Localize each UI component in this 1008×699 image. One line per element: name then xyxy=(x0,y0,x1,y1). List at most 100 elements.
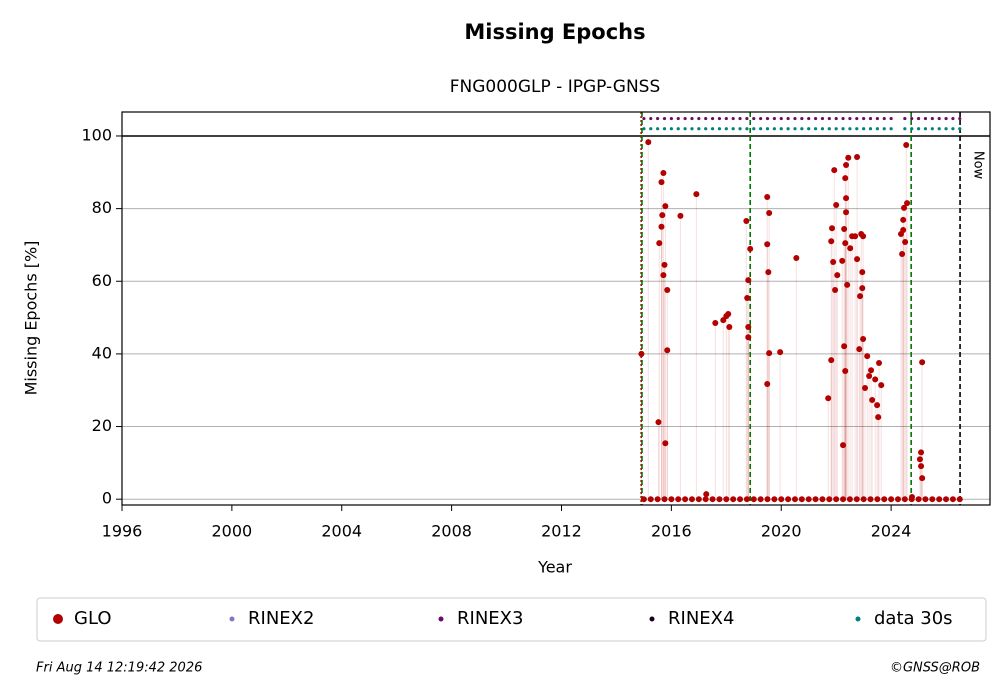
point xyxy=(737,496,744,503)
point xyxy=(848,116,852,121)
point xyxy=(930,116,934,121)
point xyxy=(677,212,684,219)
y-tick-label: 40 xyxy=(92,343,112,362)
point xyxy=(772,127,776,131)
y-tick-label: 100 xyxy=(81,125,112,144)
point xyxy=(710,116,715,121)
point xyxy=(834,127,838,131)
point xyxy=(857,293,864,300)
timestamp: Fri Aug 14 12:19:42 2026 xyxy=(36,661,202,676)
point xyxy=(951,116,955,121)
point xyxy=(855,116,859,121)
legend-label: RINEX3 xyxy=(457,608,523,629)
y-tick-label: 20 xyxy=(92,416,112,435)
point xyxy=(882,116,886,121)
point xyxy=(859,285,866,292)
y-tick-label: 0 xyxy=(102,489,112,508)
point xyxy=(828,357,835,364)
point xyxy=(716,496,723,503)
point xyxy=(831,167,838,174)
point xyxy=(778,496,785,503)
point xyxy=(858,231,865,238)
point xyxy=(642,116,646,121)
chart-subtitle: FNG000GLP - IPGP-GNSS xyxy=(450,77,661,97)
point xyxy=(910,116,914,121)
legend-label: RINEX2 xyxy=(248,608,314,629)
point xyxy=(826,496,833,503)
point xyxy=(662,116,667,121)
point xyxy=(951,127,955,131)
point xyxy=(726,324,733,331)
point xyxy=(813,127,818,131)
point xyxy=(898,231,905,238)
point xyxy=(827,116,831,121)
point xyxy=(764,193,771,200)
point xyxy=(793,127,797,131)
point xyxy=(841,343,848,350)
point xyxy=(649,116,653,121)
point xyxy=(747,245,754,252)
point xyxy=(915,496,922,503)
x-tick-label: 2000 xyxy=(212,522,253,541)
point xyxy=(752,127,756,131)
point xyxy=(683,116,687,121)
point xyxy=(881,496,888,503)
point xyxy=(841,116,845,121)
point xyxy=(660,170,667,177)
point xyxy=(875,414,882,421)
point xyxy=(655,419,662,426)
point xyxy=(658,179,665,186)
point xyxy=(874,402,881,409)
point xyxy=(724,127,728,131)
point xyxy=(874,496,881,503)
point xyxy=(659,212,666,219)
point xyxy=(819,496,826,503)
point xyxy=(944,127,948,131)
legend-label: data 30s xyxy=(874,608,953,629)
point xyxy=(830,259,837,266)
point xyxy=(839,257,846,264)
point xyxy=(900,216,907,223)
point xyxy=(833,496,840,503)
point xyxy=(675,496,682,503)
point xyxy=(844,281,851,288)
point xyxy=(662,440,669,447)
point xyxy=(958,127,962,131)
point xyxy=(843,195,850,202)
point xyxy=(752,116,756,121)
point xyxy=(860,336,867,343)
point xyxy=(745,334,752,341)
point xyxy=(868,367,875,374)
point xyxy=(697,127,701,131)
point xyxy=(730,496,737,503)
point xyxy=(660,272,667,279)
point xyxy=(956,496,963,503)
point xyxy=(919,359,926,366)
point xyxy=(852,233,859,240)
point xyxy=(664,286,671,293)
point xyxy=(876,359,883,366)
point xyxy=(765,127,770,131)
point xyxy=(875,116,879,121)
point xyxy=(916,116,921,121)
point xyxy=(750,496,757,503)
point xyxy=(764,381,771,388)
point xyxy=(868,116,873,121)
point xyxy=(847,245,854,252)
point xyxy=(888,496,895,503)
point xyxy=(834,272,841,279)
point xyxy=(889,116,893,121)
point xyxy=(929,496,936,503)
point xyxy=(901,496,908,503)
point xyxy=(902,239,909,246)
point xyxy=(654,496,661,503)
point xyxy=(825,395,832,402)
point xyxy=(919,475,926,482)
point xyxy=(745,277,752,284)
point xyxy=(793,255,800,262)
point xyxy=(785,496,792,503)
point xyxy=(820,116,825,121)
point xyxy=(943,496,950,503)
point xyxy=(923,127,928,131)
point xyxy=(661,496,668,503)
